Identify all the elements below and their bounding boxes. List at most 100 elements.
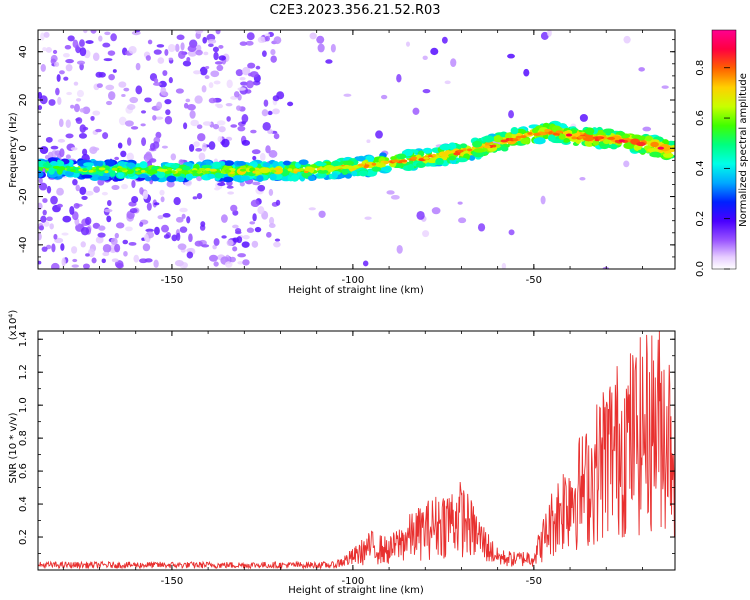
x-tick-label: -50 <box>526 576 542 587</box>
heatmap-cell <box>65 133 74 139</box>
heatmap-cell <box>57 96 62 106</box>
heatmap-cell <box>175 168 182 172</box>
heatmap-cell <box>366 139 371 144</box>
heatmap-cell <box>265 145 271 154</box>
heatmap-cell <box>102 42 111 48</box>
heatmap-cell <box>307 175 316 182</box>
heatmap-cell <box>59 70 65 75</box>
heatmap-cell <box>130 126 139 130</box>
heatmap-cell <box>171 234 178 242</box>
heatmap-cell <box>154 226 160 236</box>
heatmap-cell <box>422 55 428 60</box>
heatmap-cell <box>226 79 233 89</box>
heatmap-cell <box>96 161 104 167</box>
heatmap-cell <box>153 49 162 55</box>
heatmap-cell <box>293 170 298 174</box>
heatmap-cell <box>259 152 266 161</box>
heatmap-cell <box>618 139 625 143</box>
heatmap-cell <box>636 141 646 147</box>
heatmap-cell <box>117 172 125 178</box>
bottom-y-ticks: 0.2 0.4 0.6 0.8 1.0 1.2 1.4 <box>18 331 675 571</box>
heatmap-cell <box>262 162 271 168</box>
heatmap-cell <box>261 50 267 57</box>
heatmap-cell <box>56 203 63 208</box>
heatmap-cell <box>147 39 153 45</box>
heatmap-cell <box>317 43 325 53</box>
heatmap-cell <box>255 65 261 70</box>
heatmap-cell <box>214 187 220 191</box>
snr-line <box>38 331 675 570</box>
x-tick-label: -100 <box>342 275 365 286</box>
heatmap-cell <box>416 210 425 220</box>
heatmap-cell <box>343 93 352 97</box>
heatmap-cell <box>162 91 169 97</box>
heatmap-cell <box>592 139 600 146</box>
heatmap-cell <box>227 191 235 195</box>
heatmap-cell <box>166 175 177 183</box>
heatmap-cell <box>188 233 193 243</box>
heatmap-cell <box>261 109 269 117</box>
heatmap-cell <box>72 211 79 221</box>
heatmap-cell <box>178 159 184 166</box>
heatmap-cell <box>103 58 113 62</box>
heatmap-cell <box>42 47 47 52</box>
heatmap-cell <box>48 99 56 106</box>
heatmap-cell <box>662 152 674 158</box>
heatmap-cell <box>232 224 239 229</box>
heatmap-cell <box>224 261 233 268</box>
heatmap-cell <box>123 250 128 257</box>
heatmap-cell <box>186 251 194 259</box>
heatmap-cell <box>623 35 631 44</box>
heatmap-cell <box>239 181 245 187</box>
heatmap-cell <box>166 168 172 172</box>
heatmap-cell <box>161 224 170 233</box>
heatmap-cell <box>204 75 210 80</box>
heatmap-cell <box>303 168 310 172</box>
heatmap-cell <box>61 257 66 267</box>
heatmap-cell <box>92 52 100 62</box>
heatmap-cell <box>501 262 507 269</box>
heatmap-cell <box>107 200 112 207</box>
heatmap-cell <box>176 34 185 40</box>
heatmap-cell <box>182 171 190 175</box>
colorbar-label: Normalized spectral amplitude <box>738 73 749 227</box>
heatmap-cell <box>232 175 243 182</box>
heatmap-cell <box>242 66 251 76</box>
heatmap-cell <box>170 153 177 161</box>
heatmap-cell <box>118 116 127 126</box>
heatmap-cell <box>76 89 85 98</box>
heatmap-cell <box>500 146 509 152</box>
heatmap-cell <box>162 213 171 218</box>
heatmap-cell <box>269 173 277 181</box>
heatmap-cell <box>85 190 94 196</box>
heatmap-cell <box>250 199 260 208</box>
heatmap-cell <box>95 71 103 78</box>
heatmap-cell <box>128 46 137 54</box>
heatmap-cell <box>507 53 515 59</box>
heatmap-cell <box>201 85 207 93</box>
heatmap-cell <box>237 125 246 132</box>
heatmap-cell <box>65 154 71 160</box>
heatmap-cell <box>164 170 171 174</box>
heatmap-cell <box>329 168 334 172</box>
heatmap-cell <box>207 173 216 179</box>
heatmap-cell <box>52 165 61 169</box>
heatmap-cell <box>365 169 378 177</box>
y-tick-label: 20 <box>18 94 29 107</box>
heatmap-cell <box>242 259 250 266</box>
heatmap-cell <box>110 33 117 42</box>
heatmap-cell <box>85 40 94 44</box>
heatmap-cell <box>371 166 382 172</box>
heatmap-cell <box>195 147 203 152</box>
heatmap-cell <box>462 148 467 152</box>
heatmap-cell <box>225 103 233 107</box>
heatmap-cell <box>38 105 43 111</box>
heatmap-cell <box>38 202 43 210</box>
heatmap-cell <box>196 193 203 200</box>
heatmap-cell <box>431 207 441 215</box>
heatmap-cell <box>422 89 431 94</box>
heatmap-cell <box>257 184 266 192</box>
heatmap-cell <box>141 137 147 147</box>
heatmap-cell <box>79 108 85 113</box>
